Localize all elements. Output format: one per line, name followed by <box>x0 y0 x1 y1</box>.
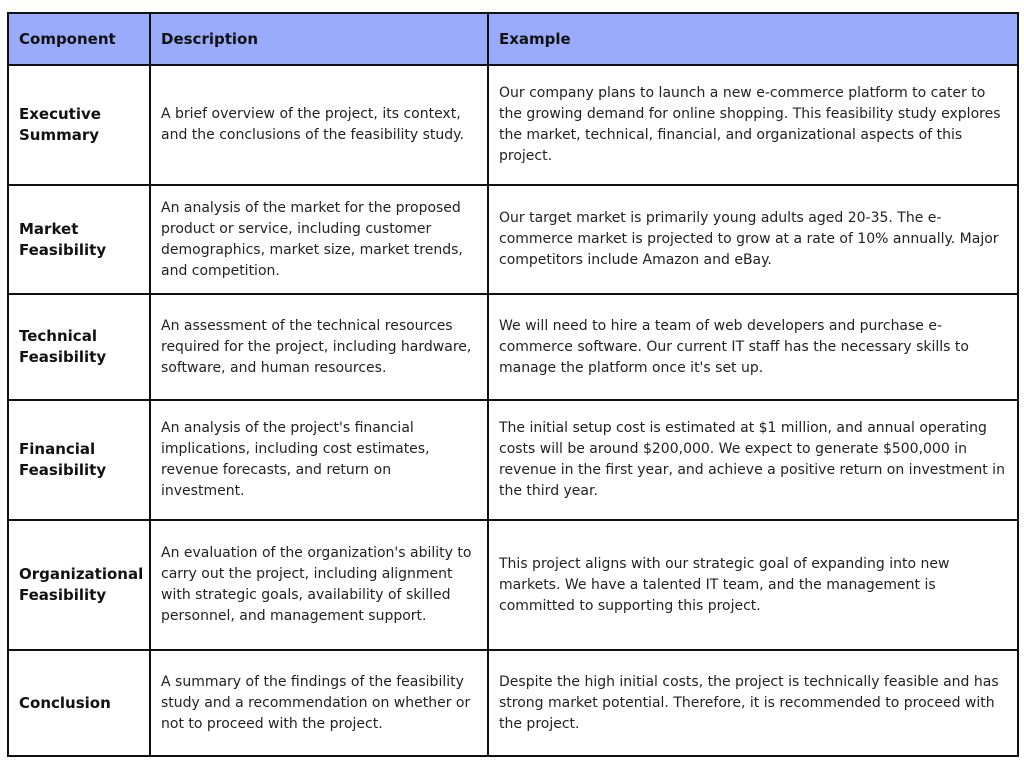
header-row: Component Description Example <box>7 12 1019 66</box>
component-cell: Organizational Feasibility <box>7 519 151 651</box>
example-cell: This project aligns with our strategic g… <box>487 519 1019 651</box>
table-row: Financial Feasibility An analysis of the … <box>7 399 1019 521</box>
description-cell: An analysis of the project's financial i… <box>149 399 489 521</box>
table-row: Organizational Feasibility An evaluation … <box>7 519 1019 651</box>
feasibility-table: Component Description Example Executive Su… <box>7 12 1019 757</box>
example-cell: The initial setup cost is estimated at $… <box>487 399 1019 521</box>
description-cell: A brief overview of the project, its con… <box>149 64 489 186</box>
header-cell: Example <box>487 12 1019 66</box>
example-cell: Our target market is primarily young adu… <box>487 184 1019 295</box>
table-row: Market Feasibility An analysis of the mar… <box>7 184 1019 295</box>
example-cell: We will need to hire a team of web devel… <box>487 293 1019 401</box>
description-cell: An evaluation of the organization's abil… <box>149 519 489 651</box>
example-cell: Our company plans to launch a new e-comm… <box>487 64 1019 186</box>
table-row: Technical Feasibility An assessment of th… <box>7 293 1019 401</box>
table-body: Executive Summary A brief overview of the… <box>7 64 1019 757</box>
component-cell: Technical Feasibility <box>7 293 151 401</box>
description-cell: An assessment of the technical resources… <box>149 293 489 401</box>
example-cell: Despite the high initial costs, the proj… <box>487 649 1019 757</box>
description-cell: A summary of the findings of the feasibi… <box>149 649 489 757</box>
description-cell: An analysis of the market for the propos… <box>149 184 489 295</box>
table-row: Executive Summary A brief overview of the… <box>7 64 1019 186</box>
component-cell: Executive Summary <box>7 64 151 186</box>
table-row: Conclusion A summary of the findings of t… <box>7 649 1019 757</box>
component-cell: Conclusion <box>7 649 151 757</box>
component-cell: Market Feasibility <box>7 184 151 295</box>
header-cell: Component <box>7 12 151 66</box>
header-cell: Description <box>149 12 489 66</box>
component-cell: Financial Feasibility <box>7 399 151 521</box>
